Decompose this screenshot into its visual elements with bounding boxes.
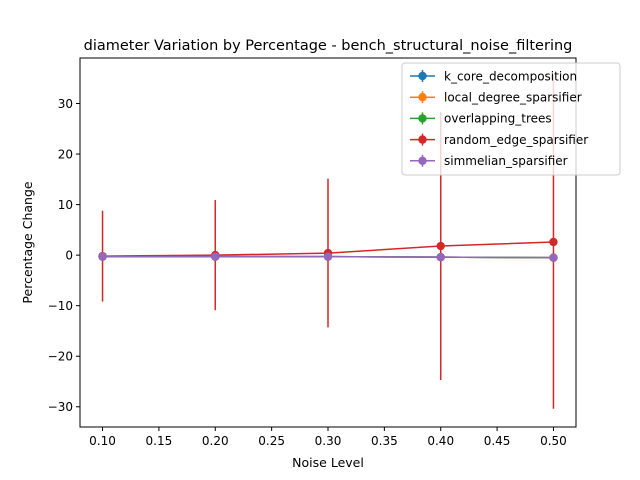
y-axis-label: Percentage Change <box>20 181 35 303</box>
x-tick-label: 0.10 <box>89 434 116 448</box>
y-tick-label: 10 <box>58 198 73 212</box>
data-point <box>549 237 558 247</box>
x-tick-label: 0.20 <box>202 434 229 448</box>
legend-marker <box>418 135 427 144</box>
x-tick-label: 0.15 <box>146 434 173 448</box>
x-tick-label: 0.30 <box>315 434 342 448</box>
y-tick-label: −10 <box>48 299 73 313</box>
data-point <box>323 252 333 261</box>
x-tick-label: 0.45 <box>484 434 511 448</box>
y-tick-label: 30 <box>58 97 73 111</box>
legend-label: random_edge_sparsifier <box>444 133 588 147</box>
data-point <box>98 252 107 261</box>
y-tick-label: −30 <box>48 400 73 414</box>
legend-label: local_degree_sparsifier <box>444 91 582 105</box>
y-tick-label: −20 <box>48 350 73 364</box>
legend-label: k_core_decomposition <box>444 69 577 83</box>
legend-box <box>401 62 621 176</box>
plot-area <box>98 75 558 409</box>
x-tick-label: 0.40 <box>427 434 454 448</box>
x-tick-label: 0.25 <box>258 434 285 448</box>
x-tick-label: 0.50 <box>540 434 567 448</box>
data-point <box>211 252 220 261</box>
x-tick-label: 0.35 <box>371 434 398 448</box>
y-tick-label: 20 <box>58 147 73 161</box>
x-axis-label: Noise Level <box>292 455 364 470</box>
data-point <box>436 252 445 262</box>
legend-label: overlapping_trees <box>444 112 552 126</box>
data-point <box>549 253 558 262</box>
legend-marker <box>418 156 427 165</box>
chart-title: diameter Variation by Percentage - bench… <box>84 38 573 54</box>
legend-marker <box>418 114 427 123</box>
legend-marker <box>418 71 427 81</box>
axes-frame <box>79 57 577 428</box>
legend: k_core_decomposition local_degree_sparsif… <box>401 62 621 176</box>
y-tick-label: 0 <box>65 248 73 262</box>
legend-label: simmelian_sparsifier <box>444 154 568 168</box>
series-simmelian_sparsifier <box>98 252 558 262</box>
axis-ticks: 0.10 0.15 0.20 0.25 0.30 0.35 0.40 0.45 0.50 −30 −… <box>48 97 567 448</box>
legend-marker <box>418 93 427 102</box>
data-point <box>436 241 445 251</box>
